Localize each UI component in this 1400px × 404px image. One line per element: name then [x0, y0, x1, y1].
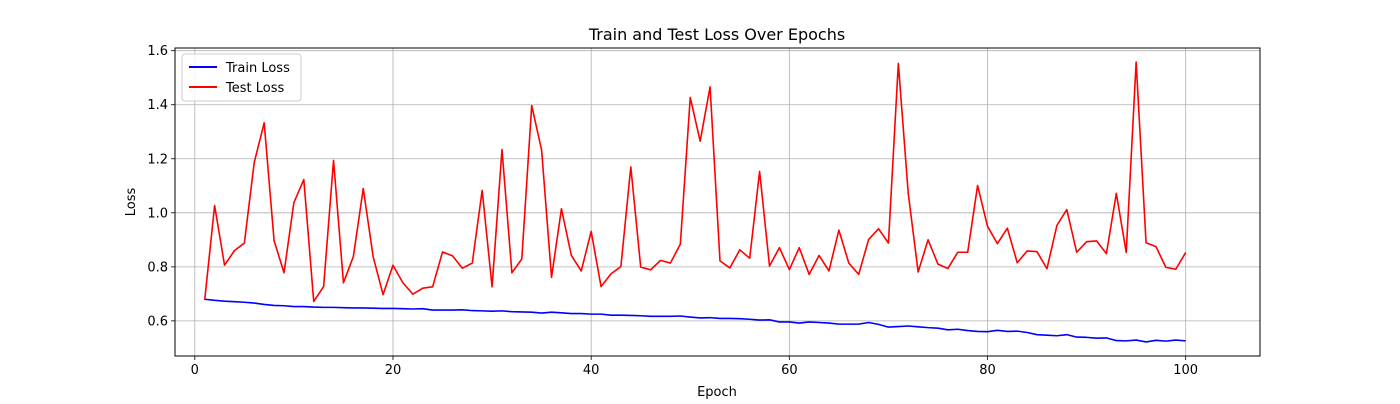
legend-box — [181, 53, 302, 102]
legend-label-test: Test Loss — [225, 81, 284, 96]
series-layer — [203, 61, 1187, 343]
y-tick-label: 1.0 — [147, 206, 168, 221]
tick-layer: 0 20 40 60 80 100 0.6 0.8 1.0 1.2 1.4 1.6 — [147, 44, 1198, 378]
y-tick-label: 0.8 — [147, 260, 168, 275]
x-tick-label: 0 — [191, 363, 199, 378]
x-tick-label: 40 — [583, 363, 600, 378]
x-axis-label: Epoch — [697, 385, 737, 400]
x-tick-label: 100 — [1173, 363, 1198, 378]
y-tick-label: 1.4 — [147, 98, 168, 113]
grid-layer — [175, 48, 1260, 356]
legend-label-train: Train Loss — [225, 61, 290, 76]
x-tick-label: 20 — [385, 363, 402, 378]
series-line-test-loss — [203, 61, 1187, 303]
y-tick-label: 1.6 — [147, 44, 168, 59]
y-tick-label: 1.2 — [147, 152, 168, 167]
x-tick-label: 80 — [979, 363, 996, 378]
plot-frame — [174, 47, 1261, 357]
legend: Train Loss Test Loss — [181, 53, 302, 102]
y-axis-label: Loss — [124, 188, 139, 217]
x-tick-label: 60 — [781, 363, 798, 378]
chart-title: Train and Test Loss Over Epochs — [588, 25, 845, 44]
y-tick-label: 0.6 — [147, 314, 168, 329]
series-line-train-loss — [204, 298, 1186, 343]
